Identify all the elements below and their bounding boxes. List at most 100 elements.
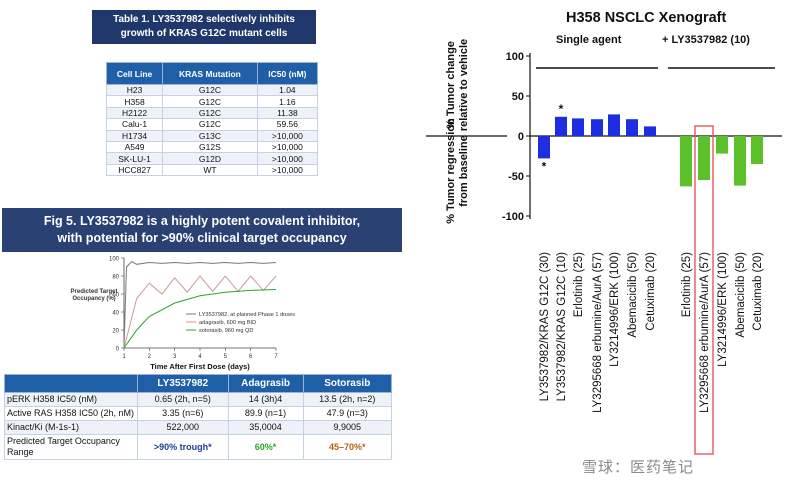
table1-row: SK-LU-1 G12D >10,000: [105, 152, 319, 165]
xeno-bar: [538, 136, 550, 159]
table2-cell: 9,9005: [302, 420, 393, 435]
table2-header-2: Adagrasib: [227, 374, 304, 393]
table1-cell: G12S: [162, 140, 258, 154]
table1-header-0: Cell Line: [105, 62, 164, 85]
table2-header-1: LY3537982: [137, 374, 229, 393]
table1-cell: G12C: [162, 95, 258, 108]
table1-row: A549 G12S >10,000: [105, 140, 319, 154]
table1-cell: 11.38: [256, 106, 319, 120]
xeno-category-label: Abemaciclib (50): [735, 252, 747, 338]
occ-legend-label: LY3537982, at planned Phase 1 doses: [199, 312, 295, 318]
table2-cell: 522,000: [137, 420, 229, 435]
table1-row: H1734 G13C >10,000: [105, 129, 319, 142]
table2-row: Active RAS H358 IC50 (2h, nM) 3.35 (n=6) 8…: [4, 406, 393, 421]
xeno-category-label: LY3295668 erbumine/AurA (57): [699, 252, 711, 413]
xeno-y-tick-label: -100: [502, 211, 524, 223]
xeno-category-label: LY3295668 erbumine/AurA (57): [592, 252, 604, 413]
table1-cell: HCC827: [105, 163, 164, 177]
table1-title: Table 1. LY3537982 selectively inhibits …: [92, 10, 316, 44]
occ-x-tick-label: 1: [122, 354, 126, 360]
table1-row: Calu-1 G12C 59.56: [105, 118, 319, 131]
table2-cell: 60%*: [227, 434, 304, 460]
table1-row: H2122 G12C 11.38: [105, 106, 319, 120]
xeno-annotation: *: [559, 102, 564, 116]
occ-y-tick-label: 60: [112, 293, 119, 299]
xeno-y-tick-label: 50: [512, 91, 524, 103]
table2-header-3: Sotorasib: [302, 374, 393, 393]
occ-y-label: Predicted Target Occupancy (%): [71, 289, 118, 302]
table2-cell: >90% trough*: [137, 434, 229, 460]
occ-y-tick-label: 40: [112, 311, 119, 317]
table1-row: H358 G12C 1.16: [105, 95, 319, 108]
occ-x-tick-label: 3: [173, 354, 177, 360]
table1-cell: SK-LU-1: [105, 152, 164, 165]
occ-legend-label: adagrasib, 600 mg BID: [199, 320, 256, 326]
xeno-bar: [555, 116, 567, 136]
occ-series-line: [123, 260, 277, 349]
table1-cell: H2122: [105, 106, 164, 120]
table1-row: HCC827 WT >10,000: [105, 163, 319, 177]
table1-cell: >10,000: [256, 152, 319, 165]
fig5-title-line2: with potential for >90% clinical target …: [57, 231, 347, 245]
table1-cell: WT: [162, 163, 258, 177]
xeno-category-label: Abemaciclib (50): [627, 252, 639, 338]
occ-y-tick-label: 20: [112, 329, 119, 335]
xeno-y-tick-label: 0: [518, 131, 524, 143]
xeno-category-label: Cetuximab (20): [645, 252, 657, 331]
occ-x-tick-label: 5: [224, 354, 228, 360]
xeno-category-label: LY3214996/ERK (100): [609, 252, 621, 367]
table2-cell: 3.35 (n=6): [137, 406, 229, 421]
xeno-bar: [751, 136, 763, 164]
xenograft-chart: 100 50 0 -50 -100 LY3537982/KRAS G12C (30) LY3…: [426, 51, 782, 455]
occ-series-line: [123, 275, 277, 349]
fig5-title: Fig 5. LY3537982 is a highly potent cova…: [2, 208, 402, 252]
xeno-bar: [608, 114, 620, 136]
xeno-category-label: LY3537982/KRAS G12C (10): [556, 252, 568, 402]
occ-y-tick-label: 100: [109, 257, 120, 263]
xeno-annotation: *: [542, 159, 547, 173]
table2-cell: 47.9 (n=3): [302, 406, 393, 421]
table1-header-1: KRAS Mutation: [162, 62, 258, 85]
table2-row-label: Active RAS H358 IC50 (2h, nM): [4, 406, 138, 421]
table1-cell: G13C: [162, 129, 258, 142]
xeno-category-label: Erlotinib (25): [681, 252, 693, 317]
table1-cell: A549: [105, 140, 164, 154]
xeno-bar: [734, 136, 746, 186]
table1-title-line2: growth of KRAS G12C mutant cells: [120, 28, 288, 39]
table1-cell: 1.04: [256, 83, 319, 97]
xeno-category-label: LY3537982/KRAS G12C (30): [539, 252, 551, 402]
xeno-bar: [716, 136, 728, 154]
table1-cell: H23: [105, 83, 164, 97]
table1-cell: Calu-1: [105, 118, 164, 131]
table1-cell: >10,000: [256, 140, 319, 154]
table1-header-2: IC50 (nM): [256, 62, 319, 85]
xeno-bar: [626, 119, 638, 136]
occ-x-tick-label: 2: [148, 354, 152, 360]
occupancy-chart: 0 20 40 60 80 100 1 2 3 4 5 6 7 Predicted Target Occup…: [71, 257, 296, 372]
occ-legend-label: sotorasib, 960 mg QD: [199, 328, 253, 334]
table1-cell: 59.56: [256, 118, 319, 131]
table2-row-label: Kinact/Ki (M-1s-1): [4, 420, 138, 435]
xeno-bar: [680, 136, 692, 187]
table1-cell: >10,000: [256, 129, 319, 142]
table1-cell: G12C: [162, 106, 258, 120]
occ-y-tick-label: 80: [112, 275, 119, 281]
xeno-category-label: Cetuximab (20): [752, 252, 764, 331]
table1-row: H23 G12C 1.04: [105, 83, 319, 97]
table1-title-line1: Table 1. LY3537982 selectively inhibits: [113, 14, 295, 25]
table2-cell: 0.65 (2h, n=5): [137, 392, 229, 407]
group-label-combo: + LY3537982 (10): [662, 34, 750, 46]
table2-cell: 14 (3h)4: [227, 392, 304, 407]
fig5-title-line1: Fig 5. LY3537982 is a highly potent cova…: [43, 214, 361, 228]
table2-row-label: pERK H358 IC50 (nM): [4, 392, 138, 407]
table1-cell: >10,000: [256, 163, 319, 177]
xeno-category-label: Erlotinib (25): [573, 252, 585, 317]
table1-cell: G12C: [162, 83, 258, 97]
xeno-highlight-box: [694, 125, 714, 455]
table2-row: Kinact/Ki (M-1s-1) 522,000 35,0004 9,9005: [4, 420, 393, 435]
table2: LY3537982 Adagrasib Sotorasib pERK H358 IC…: [4, 374, 393, 460]
table1-cell: G12D: [162, 152, 258, 165]
xeno-category-label: LY3214996/ERK (100): [717, 252, 729, 367]
table2-cell: 13.5 (2h, n=2): [302, 392, 393, 407]
table2-row-label: Predicted Target Occupancy Range: [4, 434, 138, 460]
